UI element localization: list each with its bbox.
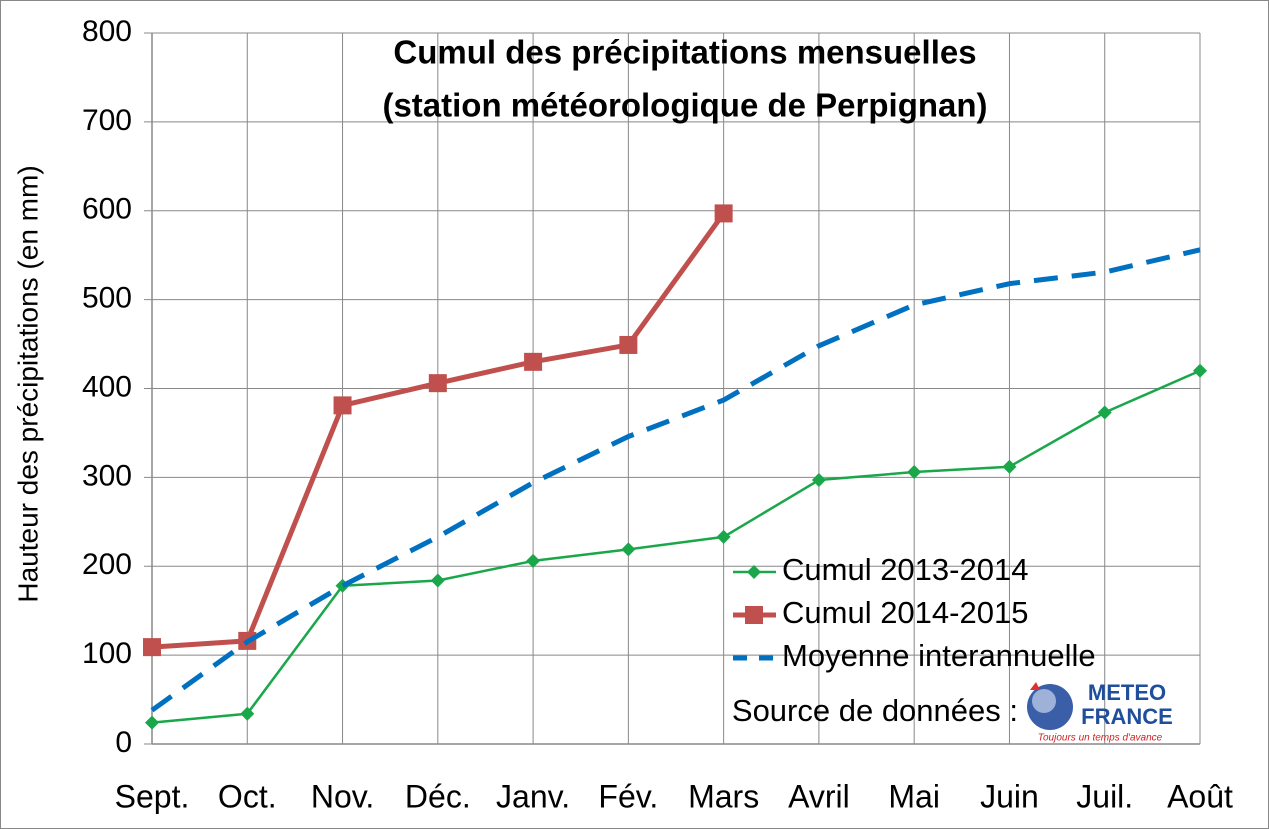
logo-mark xyxy=(1030,682,1040,690)
marker xyxy=(1002,459,1017,474)
legend-label: Cumul 2014-2015 xyxy=(782,595,1028,630)
y-tick-label: 700 xyxy=(82,104,132,137)
marker xyxy=(524,352,543,371)
marker xyxy=(716,529,731,544)
logo-text: FRANCE xyxy=(1081,704,1173,729)
marker xyxy=(714,204,733,223)
chart-title: (station météorologique de Perpignan) xyxy=(382,87,987,124)
marker xyxy=(747,565,761,579)
legend: Cumul 2013-2014 Cumul 2014-2015 Moyenne in… xyxy=(733,552,1096,673)
marker xyxy=(240,706,255,721)
marker xyxy=(1097,405,1112,420)
grid xyxy=(144,32,1201,745)
x-tick-label: Fév. xyxy=(598,778,658,814)
y-tick-label: 800 xyxy=(82,15,132,48)
y-tick-label: 100 xyxy=(82,637,132,670)
x-tick-label: Mars xyxy=(688,778,759,814)
logo-highlight xyxy=(1032,689,1056,713)
marker xyxy=(1193,363,1207,378)
logo-text: METEO xyxy=(1088,680,1166,705)
legend-label: Moyenne interannuelle xyxy=(782,638,1096,673)
source-label: Source de données : xyxy=(732,693,1018,728)
marker xyxy=(526,553,541,568)
x-tick-label: Août xyxy=(1167,778,1233,814)
x-tick-label: Juin xyxy=(980,778,1039,814)
y-tick-label: 0 xyxy=(115,726,132,759)
marker xyxy=(811,473,826,488)
marker xyxy=(430,573,445,588)
x-tick-label: Déc. xyxy=(405,778,471,814)
y-tick-label: 400 xyxy=(82,370,132,403)
logo: METEO FRANCE Toujours un temps d'avance xyxy=(1027,680,1173,744)
marker xyxy=(143,638,161,657)
marker xyxy=(333,396,352,415)
series-line xyxy=(151,369,1201,724)
chart-title: Cumul des précipitations mensuelles xyxy=(393,34,976,71)
marker xyxy=(745,606,763,624)
logo-tagline: Toujours un temps d'avance xyxy=(1038,733,1163,744)
marker xyxy=(145,715,159,730)
x-tick-label: Janv. xyxy=(496,778,570,814)
legend-label: Cumul 2013-2014 xyxy=(782,552,1028,587)
marker xyxy=(428,374,447,393)
y-tick-label: 600 xyxy=(82,193,132,226)
x-tick-label: Juil. xyxy=(1076,778,1133,814)
marker xyxy=(907,465,922,480)
marker xyxy=(619,335,638,354)
y-tick-label: 200 xyxy=(82,548,132,581)
x-tick-label: Avril xyxy=(788,778,850,814)
lines xyxy=(143,204,1207,730)
x-tick-label: Oct. xyxy=(218,778,277,814)
y-axis-label: Hauteur des précipitations (en mm) xyxy=(12,165,43,602)
x-tick-label: Nov. xyxy=(311,778,374,814)
marker xyxy=(621,542,636,557)
x-tick-label: Mai xyxy=(888,778,940,814)
series-line xyxy=(150,247,1201,713)
x-tick-label: Sept. xyxy=(115,778,190,814)
y-tick-label: 300 xyxy=(82,459,132,492)
y-tick-label: 500 xyxy=(82,282,132,315)
